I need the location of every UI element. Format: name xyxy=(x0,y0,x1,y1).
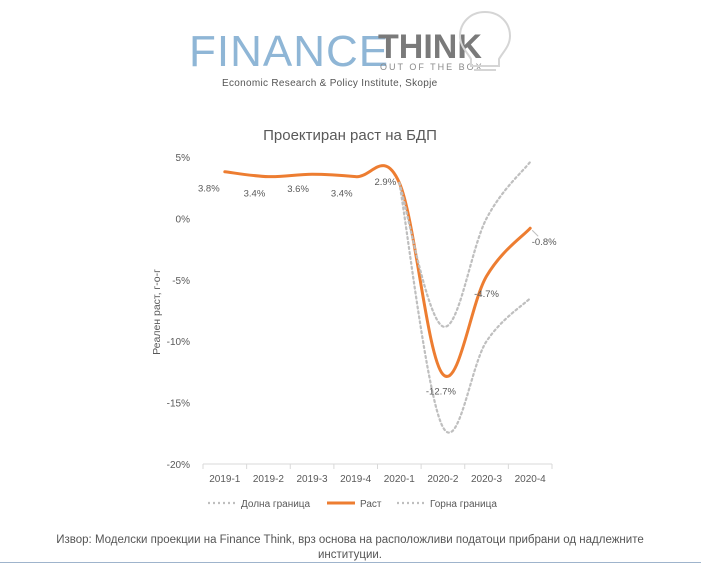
data-label: -4.7% xyxy=(474,289,499,300)
legend-label: Долна граница xyxy=(241,499,311,510)
finance-think-logo: FINANCE THINK OUT OF THE BOX Economic Re… xyxy=(180,6,520,96)
data-label: 3.6% xyxy=(287,184,309,195)
series-line-lower-bound xyxy=(398,181,532,434)
x-tick-label: 2019-3 xyxy=(296,474,328,485)
data-label: 3.4% xyxy=(244,189,266,200)
source-note: Извор: Моделски проекции на Finance Thin… xyxy=(56,534,644,561)
chart-legend: Долна граница Раст Горна граница xyxy=(208,499,497,510)
logo-think-text: THINK xyxy=(378,28,482,66)
y-tick-label: -5% xyxy=(172,276,190,287)
x-tick-label: 2020-3 xyxy=(471,474,503,485)
logo-tagline: OUT OF THE BOX xyxy=(380,62,484,72)
legend-label: Горна граница xyxy=(430,499,497,510)
chart-title: Проектиран раст на БДП xyxy=(263,127,437,144)
lightbulb-icon xyxy=(458,10,512,71)
x-tick-label: 2019-2 xyxy=(253,474,285,485)
data-label-leader xyxy=(531,229,539,237)
x-tick-label: 2019-1 xyxy=(209,474,241,485)
bottom-divider xyxy=(0,562,701,563)
data-label: 2.9% xyxy=(374,177,396,188)
y-tick-label: 0% xyxy=(176,214,191,225)
y-axis-label: Реален раст, г-о-г xyxy=(151,269,163,355)
series-line-growth xyxy=(223,164,532,378)
logo-finance-text: FINANCE xyxy=(189,27,390,76)
data-label: -0.8% xyxy=(532,237,557,248)
x-tick-label: 2020-2 xyxy=(427,474,459,485)
series-line-upper-bound xyxy=(398,160,532,328)
data-label: -12.7% xyxy=(426,386,457,397)
y-tick-label: -10% xyxy=(167,337,190,348)
y-tick-label: 5% xyxy=(176,153,191,164)
x-tick-label: 2020-1 xyxy=(384,474,416,485)
legend-label: Раст xyxy=(360,499,382,510)
data-label: 3.8% xyxy=(198,184,220,195)
plot-area: 5% 0% -5% -10% -15% -20% 2019-1 2019-2 2019-3 201… xyxy=(167,153,558,485)
x-tick-label: 2020-4 xyxy=(515,474,547,485)
x-tick-label: 2019-4 xyxy=(340,474,372,485)
gdp-growth-chart: Проектиран раст на БДП Реален раст, г-о-… xyxy=(151,127,558,510)
y-tick-label: -15% xyxy=(167,399,190,410)
data-label: 3.4% xyxy=(331,189,353,200)
logo-subtitle: Economic Research & Policy Institute, Sk… xyxy=(222,78,438,89)
y-tick-label: -20% xyxy=(167,460,190,471)
